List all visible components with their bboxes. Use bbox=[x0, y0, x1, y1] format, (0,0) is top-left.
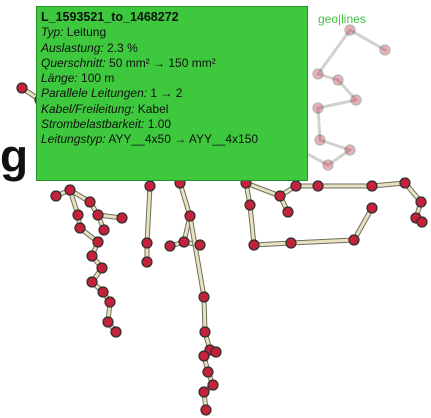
tooltip-title: L_1593521_to_1468272 bbox=[41, 10, 179, 24]
tooltip-row-load: Auslastung: 2.3 % bbox=[41, 40, 138, 55]
grid-node[interactable] bbox=[84, 196, 96, 208]
grid-node[interactable] bbox=[92, 209, 104, 221]
faded-grid-node bbox=[322, 159, 334, 171]
grid-node[interactable] bbox=[86, 250, 98, 262]
grid-node[interactable] bbox=[285, 237, 297, 249]
tooltip-row-type: Typ: Leitung bbox=[41, 25, 107, 40]
faded-grid-node bbox=[350, 94, 362, 106]
tooltip-row-line-type: Leitungstyp: AYY__4x50 → AYY__4x150 bbox=[41, 132, 259, 147]
faded-grid-line bbox=[316, 106, 322, 142]
line-info-tooltip: L_1593521_to_1468272 Typ: Leitung Auslas… bbox=[36, 6, 308, 181]
faded-grid-line bbox=[316, 98, 358, 110]
grid-node[interactable] bbox=[64, 184, 76, 196]
faded-grid-line bbox=[336, 78, 358, 102]
tooltip-row-length: Länge: 100 m bbox=[41, 71, 115, 86]
grid-node[interactable] bbox=[16, 82, 28, 94]
grid-node[interactable] bbox=[86, 276, 98, 288]
tooltip-row-cable: Kabel/Freileitung: Kabel bbox=[41, 101, 169, 116]
brand-label: geo|lines bbox=[318, 12, 366, 26]
grid-node[interactable] bbox=[282, 206, 294, 218]
grid-node[interactable] bbox=[199, 326, 211, 338]
grid-line[interactable] bbox=[202, 295, 207, 334]
grid-line[interactable] bbox=[244, 181, 282, 198]
grid-node[interactable] bbox=[198, 350, 210, 362]
grid-node[interactable] bbox=[290, 180, 302, 192]
grid-node[interactable] bbox=[110, 326, 122, 338]
grid-node[interactable] bbox=[210, 346, 222, 358]
tooltip-row-cross-section: Querschnitt: 50 mm² → 150 mm² bbox=[41, 55, 216, 70]
grid-node[interactable] bbox=[116, 212, 128, 224]
grid-node[interactable] bbox=[312, 180, 324, 192]
faded-grid-node bbox=[344, 144, 356, 156]
grid-node[interactable] bbox=[198, 291, 210, 303]
grid-node[interactable] bbox=[98, 224, 110, 236]
grid-node[interactable] bbox=[274, 190, 286, 202]
grid-line[interactable] bbox=[145, 184, 152, 245]
heading-fragment: g bbox=[0, 130, 29, 182]
faded-grid-line bbox=[348, 28, 387, 52]
grid-node[interactable] bbox=[348, 234, 360, 246]
grid-line[interactable] bbox=[248, 203, 256, 247]
grid-node[interactable] bbox=[74, 222, 86, 234]
grid-node[interactable] bbox=[184, 210, 196, 222]
grid-node[interactable] bbox=[366, 202, 378, 214]
faded-grid-line bbox=[316, 28, 352, 76]
grid-node[interactable] bbox=[141, 237, 153, 249]
grid-node[interactable] bbox=[141, 256, 153, 268]
grid-node[interactable] bbox=[92, 236, 104, 248]
grid-node[interactable] bbox=[415, 196, 427, 208]
faded-grid-node bbox=[379, 44, 391, 56]
grid-node[interactable] bbox=[178, 236, 190, 248]
grid-line[interactable] bbox=[188, 214, 206, 299]
grid-node[interactable] bbox=[72, 209, 84, 221]
grid-node[interactable] bbox=[97, 286, 109, 298]
faded-grid-line bbox=[326, 148, 352, 167]
grid-line[interactable] bbox=[252, 241, 293, 247]
grid-node[interactable] bbox=[366, 180, 378, 192]
grid-node[interactable] bbox=[102, 316, 114, 328]
tooltip-row-ampacity: Strombelastbarkeit: 1.00 bbox=[41, 117, 172, 132]
grid-node[interactable] bbox=[96, 262, 108, 274]
grid-node[interactable] bbox=[194, 239, 206, 251]
grid-node[interactable] bbox=[50, 190, 62, 202]
grid-line[interactable] bbox=[178, 181, 192, 218]
grid-line[interactable] bbox=[289, 238, 356, 245]
grid-line[interactable] bbox=[352, 206, 374, 242]
faded-grid-node bbox=[314, 134, 326, 146]
tooltip-row-parallel-lines: Parallele Leitungen: 1 → 2 bbox=[41, 86, 183, 101]
grid-node[interactable] bbox=[200, 404, 212, 416]
faded-grid-node bbox=[344, 24, 356, 36]
grid-node[interactable] bbox=[198, 386, 210, 398]
grid-node[interactable] bbox=[416, 216, 428, 228]
faded-grid-node bbox=[312, 102, 324, 114]
grid-node[interactable] bbox=[164, 240, 176, 252]
grid-node[interactable] bbox=[248, 239, 260, 251]
faded-grid-line bbox=[318, 138, 352, 152]
faded-grid-line bbox=[316, 72, 340, 82]
grid-node[interactable] bbox=[399, 177, 411, 189]
grid-node[interactable] bbox=[104, 296, 116, 308]
grid-node[interactable] bbox=[144, 180, 156, 192]
grid-node[interactable] bbox=[244, 199, 256, 211]
grid-node[interactable] bbox=[207, 379, 219, 391]
faded-grid-node bbox=[312, 68, 324, 80]
faded-grid-node bbox=[332, 74, 344, 86]
grid-node[interactable] bbox=[202, 366, 214, 378]
